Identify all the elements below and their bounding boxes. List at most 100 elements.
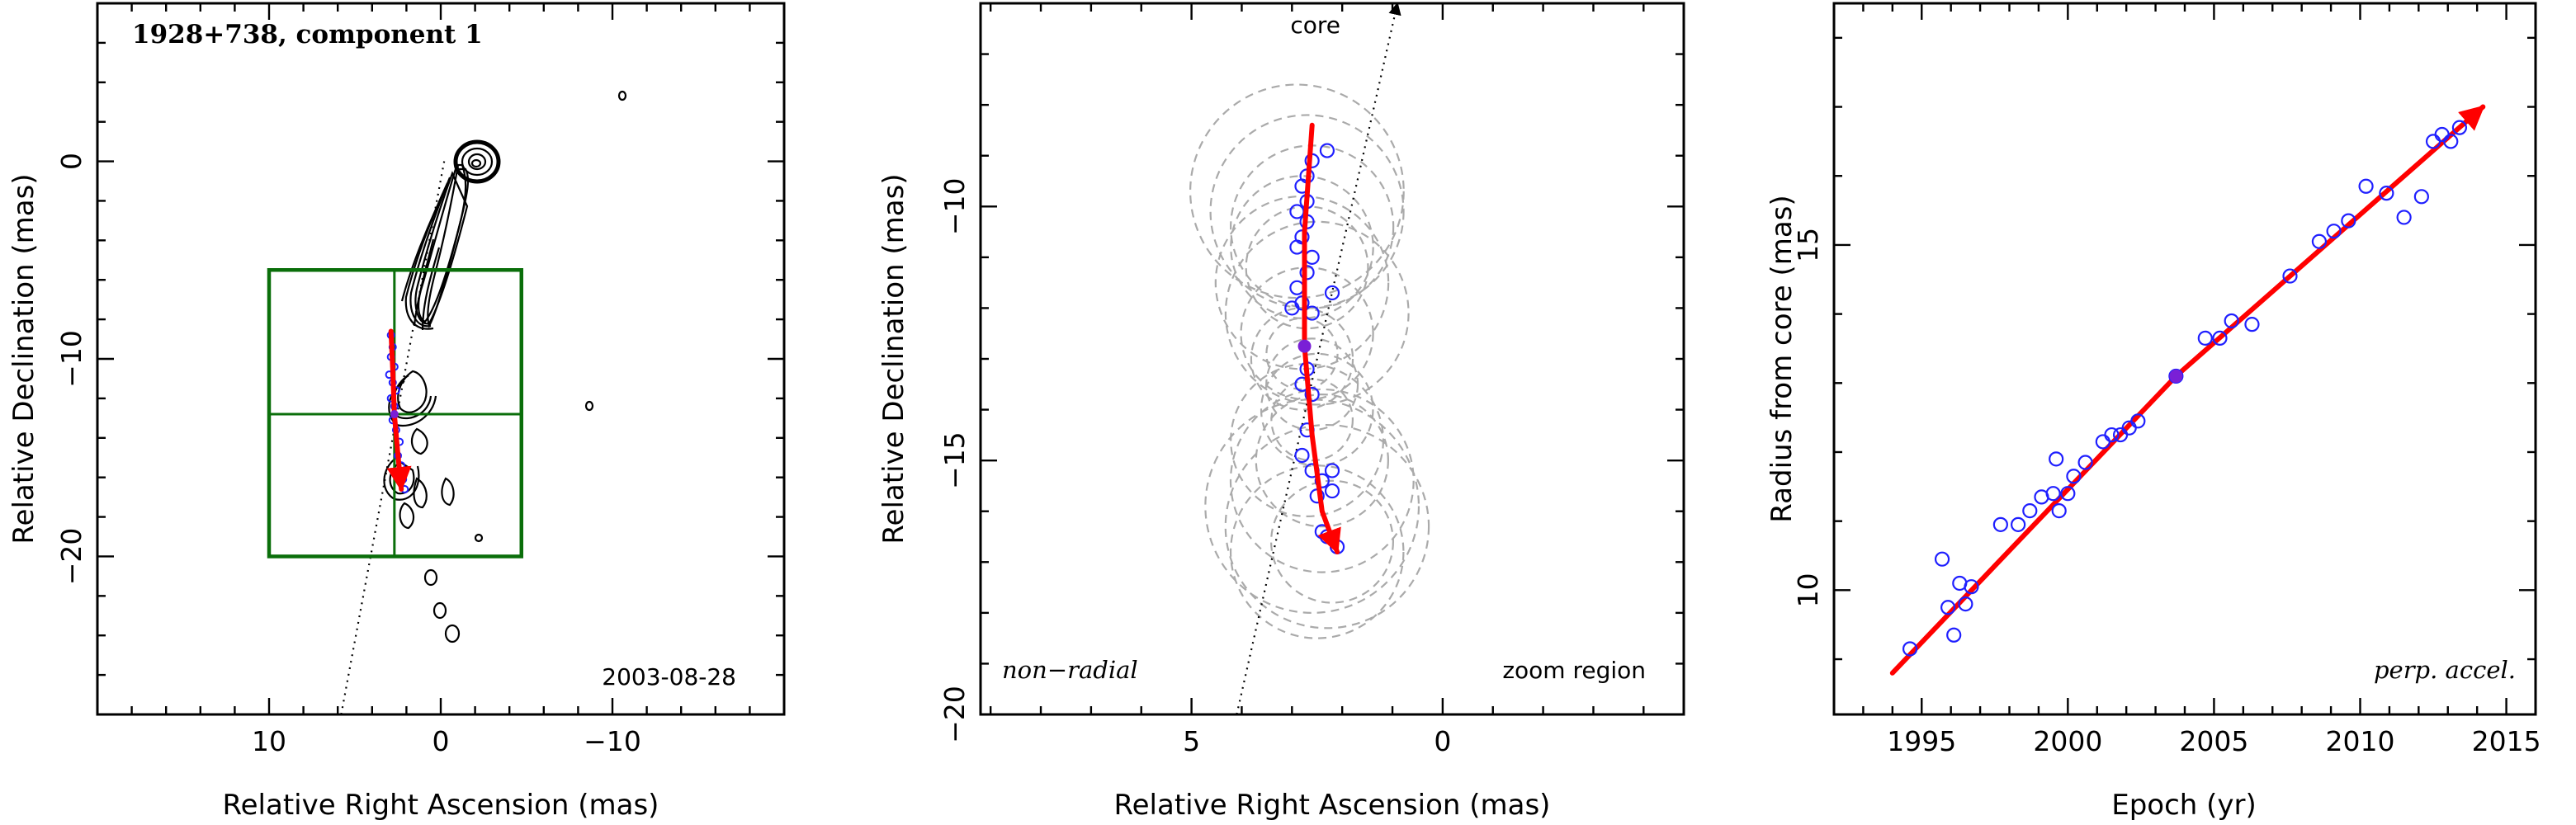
middle-component-circle xyxy=(1229,464,1405,639)
right-x-tick-label: 2000 xyxy=(2033,725,2102,757)
right-data-point xyxy=(2212,330,2228,346)
left-x-tick-label: 10 xyxy=(252,725,286,757)
right-data-point xyxy=(2060,486,2076,502)
middle-component-circle xyxy=(1224,423,1430,629)
right-data-point xyxy=(2022,503,2038,519)
right-x-tick-label: 2010 xyxy=(2326,725,2395,757)
left-y-axis-title: Relative Declination (mas) xyxy=(7,173,40,544)
middle-panel: 5 0−10−15−20 core non−radial zoom region … xyxy=(877,2,1685,822)
right-data-point xyxy=(1940,600,1956,615)
right-axis-ticks: 1995 2000 2005 2010 2015 10 15 xyxy=(1792,3,2541,757)
middle-y-tick-label: −10 xyxy=(938,177,971,235)
middle-component-circle xyxy=(1230,175,1374,319)
middle-component-point xyxy=(1304,387,1320,403)
middle-component-circle xyxy=(1265,317,1339,391)
right-data-point xyxy=(2045,486,2061,502)
right-data-point xyxy=(2130,413,2146,429)
right-data-point xyxy=(2326,224,2342,239)
right-x-tick-label: 2005 xyxy=(2179,725,2248,757)
right-data-point xyxy=(2051,503,2067,519)
right-data-point xyxy=(2197,330,2213,346)
right-perp-accel-annotation: perp. accel. xyxy=(2374,656,2516,684)
right-reference-epoch-marker xyxy=(2169,369,2183,383)
right-x-tick-label: 2015 xyxy=(2472,725,2541,757)
middle-component-circle xyxy=(1214,195,1390,370)
middle-component-point xyxy=(1289,280,1305,295)
middle-component-points xyxy=(1284,143,1345,554)
right-data-point xyxy=(2425,134,2441,149)
right-data-point xyxy=(1958,596,1973,612)
middle-component-circle xyxy=(1255,394,1389,528)
right-data-point xyxy=(2358,178,2374,194)
left-y-tick-label: 0 xyxy=(55,153,87,170)
right-data-point xyxy=(2413,189,2429,205)
right-panel: 1995 2000 2005 2010 2015 10 15 perp. accel. Ep… xyxy=(1765,2,2541,822)
right-data-point xyxy=(1902,641,1918,657)
right-data-point xyxy=(2049,451,2064,467)
left-y-tick-label: −20 xyxy=(55,528,87,586)
middle-core-annotation: core xyxy=(1290,12,1340,39)
middle-component-circle xyxy=(1224,220,1410,406)
right-data-point xyxy=(2396,210,2412,225)
left-plot-area xyxy=(267,90,627,714)
left-plot-title: 1928+738, component 1 xyxy=(132,20,483,50)
middle-non-radial-annotation: non−radial xyxy=(1002,656,1138,684)
right-data-point xyxy=(2104,427,2120,443)
right-data-point xyxy=(2095,434,2110,450)
left-x-tick-label: 0 xyxy=(432,725,450,757)
middle-component-circle xyxy=(1209,114,1405,309)
middle-component-point xyxy=(1299,265,1315,280)
middle-component-point xyxy=(1314,473,1330,488)
left-x-axis-title: Relative Right Ascension (mas) xyxy=(223,789,659,822)
left-x-tick-label: −10 xyxy=(584,725,641,757)
right-data-point xyxy=(1992,516,2008,532)
right-data-point xyxy=(1934,551,1950,567)
middle-component-point xyxy=(1324,483,1340,499)
middle-y-tick-label: −15 xyxy=(938,431,971,489)
middle-component-circle xyxy=(1229,388,1415,573)
right-data-point xyxy=(2011,516,2026,532)
left-y-tick-label: −10 xyxy=(55,330,87,388)
middle-plot-frame xyxy=(979,2,1685,716)
right-x-tick-label: 1995 xyxy=(1887,725,1956,757)
right-y-tick-label: 15 xyxy=(1792,228,1824,262)
middle-axis-ticks: 5 0 −10 −15 −20 xyxy=(938,2,1684,757)
right-data-point xyxy=(2379,186,2394,201)
middle-reference-epoch-marker xyxy=(1297,339,1312,353)
middle-y-tick-label: −20 xyxy=(938,686,971,743)
right-data-point xyxy=(2451,120,2468,135)
middle-component-track xyxy=(1302,122,1341,554)
right-fit-line xyxy=(1889,104,2486,676)
middle-component-circle xyxy=(1204,398,1420,614)
middle-motion-direction-line xyxy=(1236,3,1401,714)
left-contour-map xyxy=(383,90,627,644)
left-axis-ticks: 10 0 −10 0 −10 −20 xyxy=(55,2,786,757)
middle-component-point xyxy=(1324,463,1340,478)
middle-x-tick-label: 0 xyxy=(1434,725,1451,757)
middle-x-tick-label: 5 xyxy=(1183,725,1200,757)
right-data-point xyxy=(1964,579,1979,595)
right-data-point xyxy=(1946,627,1962,643)
middle-plot-area xyxy=(1189,3,1430,714)
right-data-point xyxy=(2224,313,2239,329)
middle-y-axis-title: Relative Declination (mas) xyxy=(877,173,910,544)
left-date-annotation: 2003-08-28 xyxy=(602,663,736,691)
middle-component-point xyxy=(1294,447,1310,464)
right-data-point xyxy=(2434,126,2450,143)
right-data-point xyxy=(2282,268,2298,284)
right-x-axis-title: Epoch (yr) xyxy=(2111,789,2257,822)
right-data-point xyxy=(2311,233,2328,249)
middle-component-point xyxy=(1319,143,1335,158)
middle-component-point xyxy=(1284,300,1300,316)
middle-component-point xyxy=(1289,204,1305,219)
right-y-tick-label: 10 xyxy=(1792,573,1824,607)
right-plot-frame xyxy=(1832,2,2537,716)
middle-component-circle xyxy=(1270,378,1354,462)
middle-x-axis-title: Relative Right Ascension (mas) xyxy=(1114,789,1551,822)
right-y-axis-title: Radius from core (mas) xyxy=(1765,195,1798,522)
left-plot-frame xyxy=(96,2,786,716)
right-data-point xyxy=(2066,469,2082,484)
left-reference-epoch-marker xyxy=(390,410,399,419)
middle-component-point xyxy=(1324,285,1340,301)
